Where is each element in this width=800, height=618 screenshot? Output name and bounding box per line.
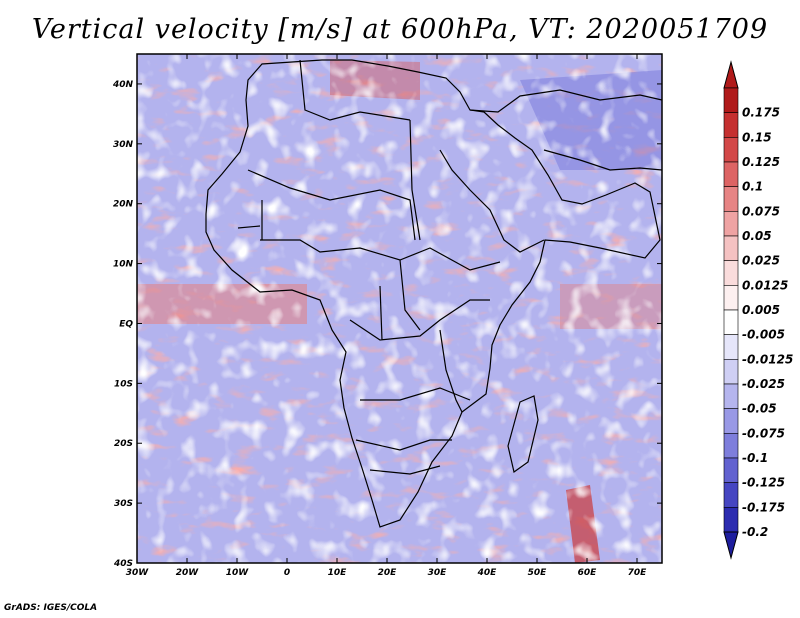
colorbar-swatch	[723, 87, 739, 113]
lon-tick-label: 60E	[578, 568, 598, 578]
colorbar-label: -0.0125	[742, 352, 793, 366]
colorbar-label: 0.005	[742, 303, 780, 317]
colorbar-swatch	[723, 161, 739, 187]
software-credit: GrADS: IGES/COLA	[4, 603, 98, 613]
colorbar-swatch	[723, 507, 739, 533]
lon-tick-label: 30W	[126, 568, 150, 578]
colorbar-swatch	[723, 359, 739, 385]
colorbar-bottom-arrow	[723, 531, 739, 560]
lat-tick-label: EQ	[119, 319, 133, 329]
lon-tick-label: 10E	[328, 568, 348, 578]
lat-tick-label: 20S	[114, 439, 133, 449]
lon-tick-label: 70E	[628, 568, 648, 578]
lon-tick-label: 50E	[528, 568, 548, 578]
colorbar-label: 0.05	[742, 229, 772, 243]
colorbar-label: 0.15	[742, 130, 772, 144]
colorbar-swatch	[723, 235, 739, 261]
colorbar-label: -0.2	[742, 525, 768, 539]
lon-tick-label: 0	[284, 568, 290, 578]
colorbar-swatch	[723, 433, 739, 459]
colorbar-swatch	[723, 408, 739, 434]
colorbar-label: -0.1	[742, 451, 768, 465]
lon-tick-label: 20E	[378, 568, 398, 578]
lon-tick-label: 40E	[477, 568, 498, 578]
colorbar-label: -0.175	[742, 500, 785, 514]
lat-tick-label: 10S	[114, 379, 133, 389]
coastlines	[205, 59, 662, 528]
colorbar-swatch	[723, 112, 739, 138]
map-title: Vertical velocity [m/s] at 600hPa, VT: 2…	[31, 14, 769, 45]
colorbar-swatch	[723, 309, 739, 335]
velocity-field	[137, 54, 662, 563]
colorbar-label: -0.025	[742, 377, 785, 391]
colorbar-top-arrow	[723, 60, 739, 89]
longitude-axis: 30W 20W 10W 0 10E 20E 30E 40E 50E 60E 70E	[126, 54, 647, 578]
lat-tick-label: 20N	[113, 200, 134, 210]
colorbar-swatch	[723, 334, 739, 360]
colorbar-swatch	[723, 260, 739, 286]
colorbar-swatch	[723, 457, 739, 483]
colorbar-label: 0.025	[742, 254, 780, 268]
colorbar-label: 0.0125	[742, 278, 788, 292]
lat-tick-label: 30N	[113, 140, 134, 150]
lat-tick-label: 40N	[112, 80, 134, 90]
latitude-axis: 40N 30N 20N 10N EQ 10S 20S 30S 40S	[112, 80, 662, 569]
lat-tick-label: 10N	[113, 260, 134, 270]
colorbar-swatch	[723, 137, 739, 163]
plot-frame	[136, 53, 663, 564]
lat-tick-label: 30S	[114, 499, 133, 509]
colorbar-swatch	[723, 383, 739, 409]
colorbar-label: -0.05	[742, 402, 777, 416]
colorbar-swatch	[723, 186, 739, 212]
colorbar-label: -0.075	[742, 426, 785, 440]
colorbar-label: -0.005	[742, 328, 785, 342]
colorbar-swatch	[723, 285, 739, 311]
colorbar: 0.175 0.15 0.125 0.1 0.075 0.05 0.025 0.0125 0.0…	[723, 60, 793, 560]
colorbar-label: -0.125	[742, 476, 785, 490]
colorbar-swatch	[723, 482, 739, 508]
colorbar-label: 0.075	[742, 204, 780, 218]
lon-tick-label: 20W	[176, 568, 200, 578]
lat-tick-label: 40S	[113, 559, 133, 569]
colorbar-label: 0.1	[742, 180, 763, 194]
colorbar-swatch	[723, 211, 739, 237]
colorbar-label: 0.175	[742, 106, 780, 120]
colorbar-label: 0.125	[742, 155, 780, 169]
lon-tick-label: 30E	[428, 568, 448, 578]
lon-tick-label: 10W	[226, 568, 250, 578]
